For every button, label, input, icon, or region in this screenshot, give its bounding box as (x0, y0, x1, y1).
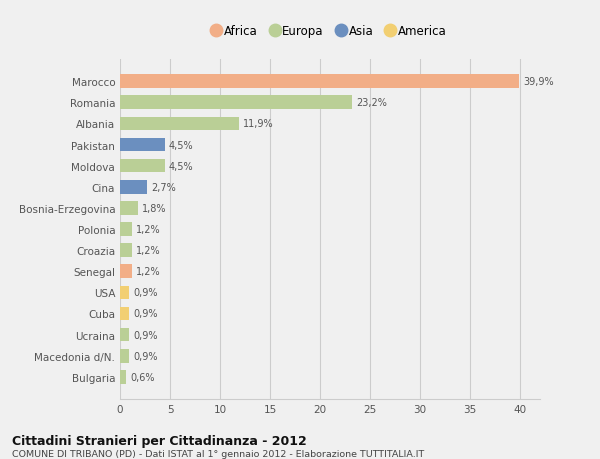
Text: 0,6%: 0,6% (130, 372, 155, 382)
Text: 0,9%: 0,9% (133, 351, 157, 361)
Legend: Africa, Europa, Asia, America: Africa, Europa, Asia, America (213, 25, 447, 38)
Bar (120, 265, 132, 279)
Text: 23,2%: 23,2% (356, 98, 387, 108)
Bar (120, 223, 132, 236)
Text: 0,9%: 0,9% (133, 330, 157, 340)
Text: 0,9%: 0,9% (133, 309, 157, 319)
Text: COMUNE DI TRIBANO (PD) - Dati ISTAT al 1° gennaio 2012 - Elaborazione TUTTITALIA: COMUNE DI TRIBANO (PD) - Dati ISTAT al 1… (12, 449, 424, 458)
Bar (120, 202, 138, 215)
Text: 1,2%: 1,2% (136, 246, 161, 256)
Text: 1,2%: 1,2% (136, 224, 161, 235)
Bar (120, 244, 132, 257)
Text: 39,9%: 39,9% (523, 77, 554, 87)
Text: 0,9%: 0,9% (133, 288, 157, 298)
Bar (120, 75, 519, 89)
Text: 1,8%: 1,8% (142, 203, 167, 213)
Bar (120, 286, 129, 300)
Bar (120, 307, 129, 321)
Bar (120, 159, 165, 173)
Bar (120, 180, 147, 194)
Bar (120, 138, 165, 152)
Bar (120, 349, 129, 363)
Bar (120, 370, 126, 384)
Text: Cittadini Stranieri per Cittadinanza - 2012: Cittadini Stranieri per Cittadinanza - 2… (12, 434, 307, 447)
Text: 1,2%: 1,2% (136, 267, 161, 277)
Text: 4,5%: 4,5% (169, 161, 194, 171)
Bar (120, 96, 352, 110)
Bar (120, 328, 129, 342)
Bar (120, 117, 239, 131)
Text: 2,7%: 2,7% (151, 182, 176, 192)
Text: 4,5%: 4,5% (169, 140, 194, 150)
Text: 11,9%: 11,9% (243, 119, 274, 129)
